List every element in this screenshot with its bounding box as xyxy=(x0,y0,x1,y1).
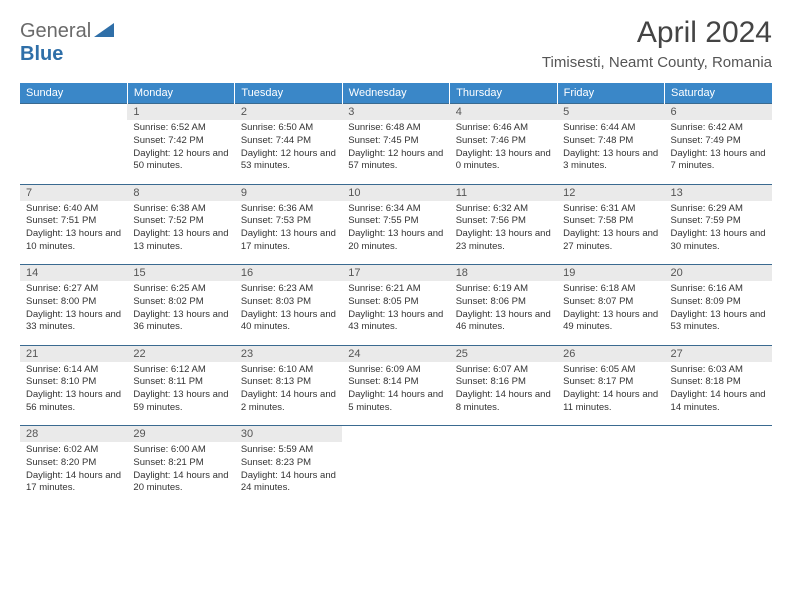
day-details: Sunrise: 6:42 AMSunset: 7:49 PMDaylight:… xyxy=(665,120,772,184)
day-details xyxy=(342,442,449,506)
day-number: 1 xyxy=(127,104,234,121)
logo: General Blue xyxy=(20,20,114,66)
weekday-header: Saturday xyxy=(665,83,772,104)
day-number: 20 xyxy=(665,265,772,282)
day-number: 17 xyxy=(342,265,449,282)
day-details: Sunrise: 6:44 AMSunset: 7:48 PMDaylight:… xyxy=(557,120,664,184)
weekday-header: Monday xyxy=(127,83,234,104)
day-details: Sunrise: 6:03 AMSunset: 8:18 PMDaylight:… xyxy=(665,362,772,426)
day-number: 16 xyxy=(235,265,342,282)
logo-triangle-icon xyxy=(94,24,114,41)
day-details: Sunrise: 6:52 AMSunset: 7:42 PMDaylight:… xyxy=(127,120,234,184)
day-details xyxy=(665,442,772,506)
day-details: Sunrise: 6:50 AMSunset: 7:44 PMDaylight:… xyxy=(235,120,342,184)
day-number xyxy=(665,426,772,443)
day-number: 2 xyxy=(235,104,342,121)
day-number: 11 xyxy=(450,184,557,201)
detail-row: Sunrise: 6:27 AMSunset: 8:00 PMDaylight:… xyxy=(20,281,772,345)
weekday-header: Friday xyxy=(557,83,664,104)
day-number: 12 xyxy=(557,184,664,201)
day-number: 24 xyxy=(342,345,449,362)
daynum-row: 21222324252627 xyxy=(20,345,772,362)
day-number: 26 xyxy=(557,345,664,362)
day-number: 22 xyxy=(127,345,234,362)
daynum-row: 14151617181920 xyxy=(20,265,772,282)
day-number: 18 xyxy=(450,265,557,282)
day-number: 25 xyxy=(450,345,557,362)
detail-row: Sunrise: 6:02 AMSunset: 8:20 PMDaylight:… xyxy=(20,442,772,506)
logo-text-blue: Blue xyxy=(20,43,63,65)
day-details: Sunrise: 5:59 AMSunset: 8:23 PMDaylight:… xyxy=(235,442,342,506)
day-details: Sunrise: 6:10 AMSunset: 8:13 PMDaylight:… xyxy=(235,362,342,426)
detail-row: Sunrise: 6:40 AMSunset: 7:51 PMDaylight:… xyxy=(20,201,772,265)
day-number xyxy=(20,104,127,121)
day-details: Sunrise: 6:00 AMSunset: 8:21 PMDaylight:… xyxy=(127,442,234,506)
day-number xyxy=(342,426,449,443)
day-details: Sunrise: 6:29 AMSunset: 7:59 PMDaylight:… xyxy=(665,201,772,265)
day-details: Sunrise: 6:34 AMSunset: 7:55 PMDaylight:… xyxy=(342,201,449,265)
day-details xyxy=(450,442,557,506)
day-number: 10 xyxy=(342,184,449,201)
day-details: Sunrise: 6:25 AMSunset: 8:02 PMDaylight:… xyxy=(127,281,234,345)
day-number xyxy=(557,426,664,443)
weekday-header: Tuesday xyxy=(235,83,342,104)
day-details: Sunrise: 6:38 AMSunset: 7:52 PMDaylight:… xyxy=(127,201,234,265)
daynum-row: 78910111213 xyxy=(20,184,772,201)
detail-row: Sunrise: 6:52 AMSunset: 7:42 PMDaylight:… xyxy=(20,120,772,184)
day-details: Sunrise: 6:05 AMSunset: 8:17 PMDaylight:… xyxy=(557,362,664,426)
day-details: Sunrise: 6:48 AMSunset: 7:45 PMDaylight:… xyxy=(342,120,449,184)
weekday-header-row: Sunday Monday Tuesday Wednesday Thursday… xyxy=(20,83,772,104)
day-number: 21 xyxy=(20,345,127,362)
logo-text-general: General xyxy=(20,20,91,42)
detail-row: Sunrise: 6:14 AMSunset: 8:10 PMDaylight:… xyxy=(20,362,772,426)
day-number: 27 xyxy=(665,345,772,362)
day-details: Sunrise: 6:23 AMSunset: 8:03 PMDaylight:… xyxy=(235,281,342,345)
day-number: 9 xyxy=(235,184,342,201)
day-details xyxy=(557,442,664,506)
day-details: Sunrise: 6:16 AMSunset: 8:09 PMDaylight:… xyxy=(665,281,772,345)
day-details: Sunrise: 6:12 AMSunset: 8:11 PMDaylight:… xyxy=(127,362,234,426)
day-details: Sunrise: 6:07 AMSunset: 8:16 PMDaylight:… xyxy=(450,362,557,426)
day-details: Sunrise: 6:27 AMSunset: 8:00 PMDaylight:… xyxy=(20,281,127,345)
day-number: 7 xyxy=(20,184,127,201)
day-details: Sunrise: 6:36 AMSunset: 7:53 PMDaylight:… xyxy=(235,201,342,265)
day-details: Sunrise: 6:21 AMSunset: 8:05 PMDaylight:… xyxy=(342,281,449,345)
title-block: April 2024 Timisesti, Neamt County, Roma… xyxy=(542,16,772,71)
day-number: 30 xyxy=(235,426,342,443)
day-details: Sunrise: 6:09 AMSunset: 8:14 PMDaylight:… xyxy=(342,362,449,426)
day-number: 14 xyxy=(20,265,127,282)
day-number: 23 xyxy=(235,345,342,362)
day-number: 3 xyxy=(342,104,449,121)
day-number: 13 xyxy=(665,184,772,201)
day-number: 29 xyxy=(127,426,234,443)
weekday-header: Thursday xyxy=(450,83,557,104)
day-details: Sunrise: 6:19 AMSunset: 8:06 PMDaylight:… xyxy=(450,281,557,345)
day-number: 28 xyxy=(20,426,127,443)
weekday-header: Wednesday xyxy=(342,83,449,104)
day-number: 4 xyxy=(450,104,557,121)
day-number: 19 xyxy=(557,265,664,282)
day-number xyxy=(450,426,557,443)
daynum-row: 282930 xyxy=(20,426,772,443)
weekday-header: Sunday xyxy=(20,83,127,104)
day-number: 15 xyxy=(127,265,234,282)
day-details: Sunrise: 6:14 AMSunset: 8:10 PMDaylight:… xyxy=(20,362,127,426)
header: General Blue April 2024 Timisesti, Neamt… xyxy=(20,16,772,71)
month-title: April 2024 xyxy=(542,16,772,50)
day-details: Sunrise: 6:32 AMSunset: 7:56 PMDaylight:… xyxy=(450,201,557,265)
day-number: 8 xyxy=(127,184,234,201)
calendar-table: Sunday Monday Tuesday Wednesday Thursday… xyxy=(20,83,772,506)
day-details: Sunrise: 6:02 AMSunset: 8:20 PMDaylight:… xyxy=(20,442,127,506)
location: Timisesti, Neamt County, Romania xyxy=(542,54,772,71)
day-number: 5 xyxy=(557,104,664,121)
day-details: Sunrise: 6:31 AMSunset: 7:58 PMDaylight:… xyxy=(557,201,664,265)
daynum-row: 123456 xyxy=(20,104,772,121)
day-details: Sunrise: 6:40 AMSunset: 7:51 PMDaylight:… xyxy=(20,201,127,265)
day-details: Sunrise: 6:46 AMSunset: 7:46 PMDaylight:… xyxy=(450,120,557,184)
day-number: 6 xyxy=(665,104,772,121)
day-details xyxy=(20,120,127,184)
day-details: Sunrise: 6:18 AMSunset: 8:07 PMDaylight:… xyxy=(557,281,664,345)
